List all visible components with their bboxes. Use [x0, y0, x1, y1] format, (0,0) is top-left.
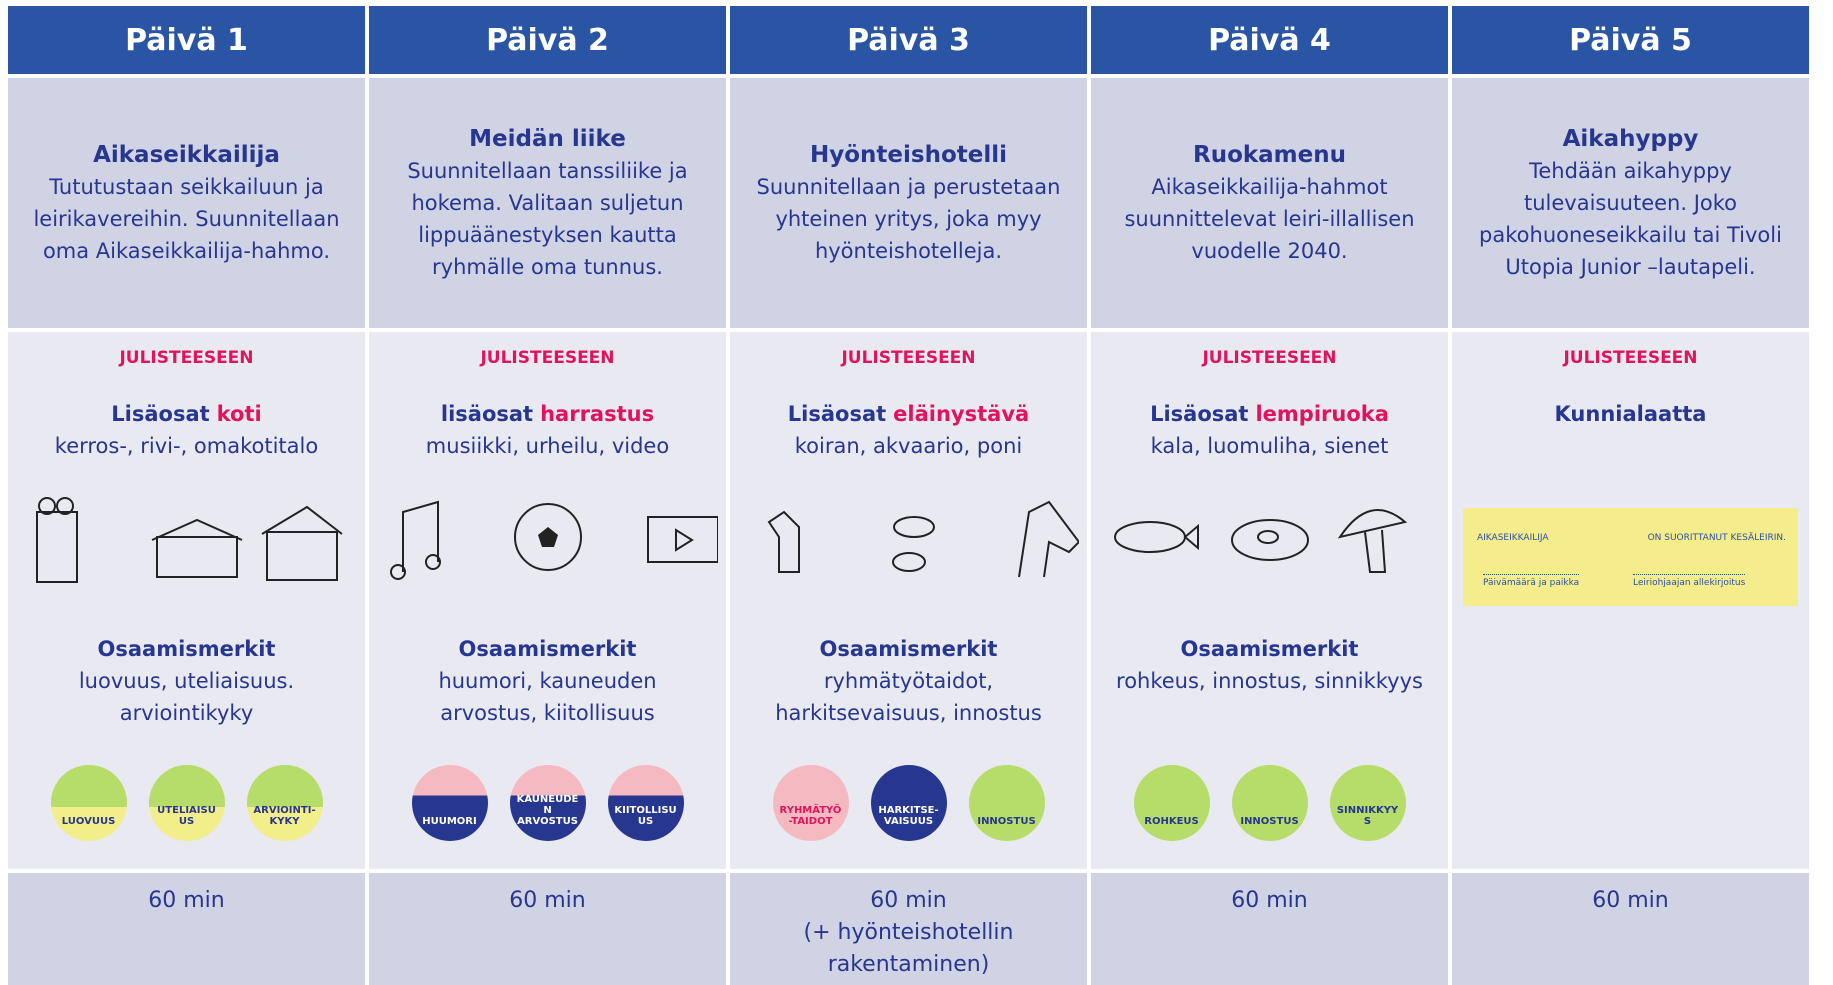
- icons: [389, 500, 719, 580]
- badges-title: Osaamismerkit: [819, 637, 998, 661]
- badge: LUOVUUS: [50, 765, 127, 841]
- extras-highlight: lempiruoka: [1255, 402, 1389, 426]
- day-summary: Meidän liike Suunnitellaan tanssiliike ja…: [369, 78, 726, 328]
- day-title: Ruokamenu: [1192, 142, 1346, 168]
- badge: KAUNEUDEN ARVOSTUS: [509, 765, 586, 841]
- day-details: JULISTEESEEN Lisäosat eläinystävä koiran, a…: [730, 332, 1087, 869]
- badge: INNOSTUS: [968, 765, 1045, 841]
- icons: [35, 497, 343, 583]
- badges-row: ROHKEUS INNOSTUS SINNIKKYYS: [1091, 765, 1448, 841]
- badge: HARKITSE-VAISUUS: [870, 765, 947, 841]
- extras-items: koiran, akvaario, poni: [794, 434, 1023, 458]
- extras-prefix: lisäosat: [440, 402, 534, 426]
- day-details: JULISTEESEEN Lisäosat koti kerros-, rivi-, …: [8, 332, 365, 869]
- cert-completed: ON SUORITTANUT KESÄLEIRIN.: [1647, 533, 1786, 543]
- poster-label: JULISTEESEEN: [119, 348, 254, 368]
- extras-items: kala, luomuliha, sienet: [1150, 434, 1389, 458]
- badge: UTELIAISUUS: [148, 765, 225, 841]
- badge: HUUMORI: [411, 765, 488, 841]
- day-summary: Aikaseikkailija Tututustaan seikkailuun j…: [8, 78, 365, 328]
- badges-title: Osaamismerkit: [97, 637, 276, 661]
- badges-row: LUOVUUS UTELIAISUUS ARVIOINTI-KYKY: [8, 765, 365, 841]
- poster-label: JULISTEESEEN: [841, 348, 976, 368]
- badges-title: Osaamismerkit: [458, 637, 637, 661]
- extras-prefix: Lisäosat: [1150, 402, 1249, 426]
- extras-prefix: Lisäosat: [787, 402, 887, 426]
- badges-items: huumori, kauneuden arvostus, kiitollisuu…: [438, 669, 657, 725]
- day-title: Meidän liike: [469, 126, 626, 152]
- extras-line: Lisäosat eläinystävä: [730, 398, 1087, 430]
- extras-highlight: harrastus: [540, 402, 655, 426]
- cert-date-place: Päivämäärä ja paikka: [1483, 574, 1580, 589]
- day-summary: Hyönteishotelli Suunnitellaan ja perustet…: [730, 78, 1087, 328]
- extras-highlight: eläinystävä: [893, 402, 1030, 426]
- badge: KIITOLLISUUS: [607, 765, 684, 841]
- badges-row: HUUMORI KAUNEUDEN ARVOSTUS KIITOLLISUUS: [369, 765, 726, 841]
- extras-line: Kunnialaatta: [1452, 398, 1809, 430]
- day-duration: 60 min: [8, 873, 365, 985]
- extras-line: lisäosat harrastus: [369, 398, 726, 430]
- day-description: Suunnitellaan tanssiliike ja hokema. Val…: [407, 159, 688, 279]
- icons: [767, 500, 1080, 578]
- day-title: Aikahyppy: [1562, 126, 1699, 152]
- extras-prefix: Kunnialaatta: [1554, 402, 1707, 426]
- day-title: Aikaseikkailija: [93, 142, 280, 168]
- duration: 60 min: [1231, 888, 1308, 913]
- badge: ARVIOINTI-KYKY: [246, 765, 323, 841]
- extras-line: Lisäosat koti: [8, 398, 365, 430]
- extras-line: Lisäosat lempiruoka: [1091, 398, 1448, 430]
- badge: RYHMÄTYÖ-TAIDOT: [772, 765, 849, 841]
- badges-items: rohkeus, innostus, sinnikkyys: [1116, 669, 1423, 693]
- badges-items: luovuus, uteliaisuus. arviointikyky: [78, 669, 295, 725]
- day-duration: 60 min: [369, 873, 726, 985]
- day-details: JULISTEESEEN lisäosat harrastus musiikki, u…: [369, 332, 726, 869]
- icons: [1113, 509, 1407, 573]
- duration-note: (+ hyönteishotellin rakentaminen): [803, 920, 1014, 977]
- extras-items: kerros-, rivi-, omakotitalo: [54, 434, 319, 458]
- certificate: AIKASEIKKAILIJA ON SUORITTANUT KESÄLEIRIN…: [1463, 508, 1798, 606]
- day-header: Päivä 4: [1091, 6, 1448, 74]
- badge: ROHKEUS: [1133, 765, 1210, 841]
- badges-items: ryhmätyötaidot, harkitsevaisuus, innostu…: [775, 669, 1042, 725]
- duration: 60 min: [509, 888, 586, 913]
- poster-label: JULISTEESEEN: [1563, 348, 1698, 368]
- day-summary: Aikahyppy Tehdään aikahyppy tulevaisuutee…: [1452, 78, 1809, 328]
- poster-label: JULISTEESEEN: [1202, 348, 1337, 368]
- badges-row: RYHMÄTYÖ-TAIDOT HARKITSE-VAISUUS INNOSTUS: [730, 765, 1087, 841]
- duration: 60 min: [148, 888, 225, 913]
- badges-title: Osaamismerkit: [1180, 637, 1359, 661]
- day-duration: 60 min: [1452, 873, 1809, 985]
- day-description: Tehdään aikahyppy tulevaisuuteen. Joko p…: [1479, 159, 1782, 279]
- day-header: Päivä 3: [730, 6, 1087, 74]
- duration: 60 min: [870, 888, 947, 913]
- day-description: Aikaseikkailija-hahmot suunnittelevat le…: [1124, 175, 1415, 263]
- day-duration: 60 min (+ hyönteishotellin rakentaminen): [730, 873, 1087, 985]
- cert-name-line: AIKASEIKKAILIJA: [1477, 533, 1549, 543]
- day-description: Suunnitellaan ja perustetaan yhteinen yr…: [756, 175, 1061, 263]
- extras-prefix: Lisäosat: [111, 402, 210, 426]
- poster-label: JULISTEESEEN: [480, 348, 615, 368]
- day-details: JULISTEESEEN Lisäosat lempiruoka kala, luom…: [1091, 332, 1448, 869]
- day-summary: Ruokamenu Aikaseikkailija-hahmot suunnitt…: [1091, 78, 1448, 328]
- extras-items: musiikki, urheilu, video: [425, 434, 670, 458]
- duration: 60 min: [1592, 888, 1669, 913]
- badge: INNOSTUS: [1231, 765, 1308, 841]
- day-header: Päivä 2: [369, 6, 726, 74]
- day-header: Päivä 5: [1452, 6, 1809, 74]
- cert-signature: Leiriohjaajan allekirjoitus: [1633, 574, 1746, 589]
- day-description: Tututustaan seikkailuun ja leirikavereih…: [33, 175, 340, 263]
- day-duration: 60 min: [1091, 873, 1448, 985]
- extras-highlight: koti: [216, 402, 262, 426]
- day-title: Hyönteishotelli: [809, 142, 1007, 168]
- badge: SINNIKKYYS: [1329, 765, 1406, 841]
- day-header: Päivä 1: [8, 6, 365, 74]
- day-details: JULISTEESEEN Kunnialaatta AIKASEIKKAILIJA O…: [1452, 332, 1809, 869]
